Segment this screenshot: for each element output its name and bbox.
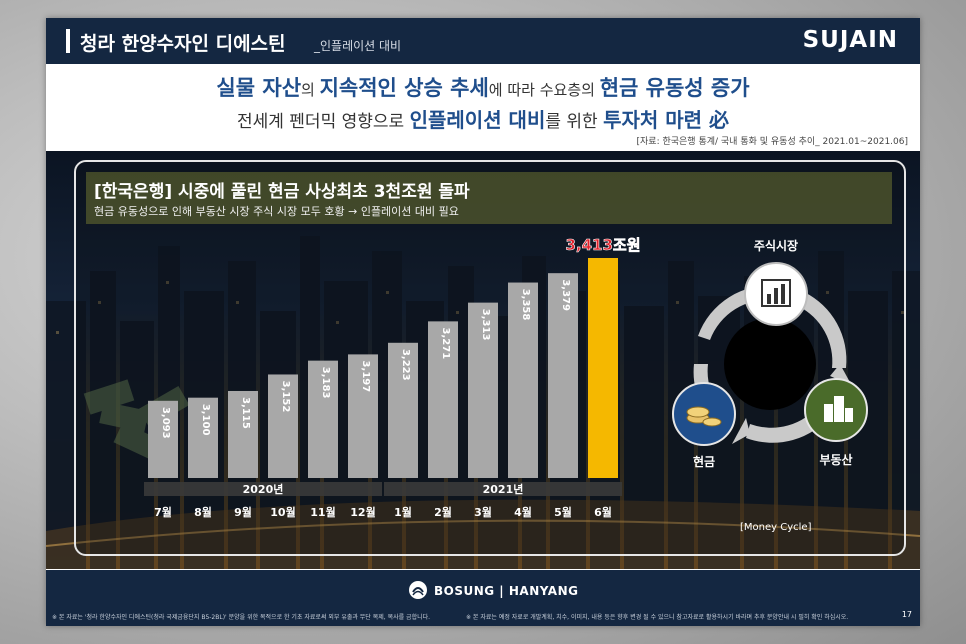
hanyang-logo-icon [409, 581, 427, 599]
year-label-1: 2020년 [243, 482, 284, 496]
bar-value-label-3: 3,115 [240, 397, 251, 429]
bar-10 [508, 282, 538, 478]
title-accent-bar [66, 29, 70, 53]
bar-3 [228, 390, 258, 478]
headline-1-part-1: 실물 자산 [216, 76, 302, 100]
bar-value-label-4: 3,152 [280, 381, 291, 413]
bar-value-label-9: 3,313 [480, 309, 491, 341]
headline-1-part-3: 지속적인 상승 추세 [319, 76, 489, 100]
panel-title-box: [한국은행] 시중에 풀린 현금 사상최초 3천조원 돌파 현금 유동성으로 인… [86, 172, 892, 224]
bar-8 [428, 321, 458, 478]
headline-2-part-4: 투자처 마련 必 [603, 108, 730, 132]
cycle-arrow-3 [746, 404, 832, 443]
panel-subtitle: 현금 유동성으로 인해 부동산 시장 주식 시장 모두 호황 → 인플레이션 대… [94, 205, 459, 218]
footer-brand: BOSUNG | HANYANG [434, 584, 579, 598]
headline-1-part-2: 의 [301, 81, 320, 99]
month-label-4: 10월 [270, 505, 295, 519]
buildings-icon [824, 396, 853, 422]
money-cycle-caption: [Money Cycle] [740, 522, 812, 533]
headline-2: 전세계 펜더믹 영향으로 인플레이션 대비를 위한 투자처 마련 必 [46, 104, 920, 133]
footer: BOSUNG | HANYANG ※ 본 자료는 '청라 한양수자인 디에스틴(… [46, 570, 920, 626]
month-label-9: 3월 [474, 505, 492, 519]
cycle-arrow-2 [798, 292, 847, 368]
headline-1-part-4: 에 따라 수요층의 [488, 81, 600, 99]
money-supply-chart: 3,093 7월 3,100 8월 3,115 9월 3,152 10월 3,183 11월 3,1… [144, 236, 868, 533]
bar-value-label-2: 3,100 [200, 404, 211, 436]
month-label-12: 6월 [594, 505, 612, 519]
bar-value-label-6: 3,197 [360, 361, 371, 393]
month-label-2: 8월 [194, 505, 212, 519]
panel-title: [한국은행] 시중에 풀린 현금 사상최초 3천조원 돌파 [94, 182, 470, 202]
headline-2-part-2: 인플레이션 대비 [409, 108, 546, 132]
page-title: 청라 한양수자인 디에스틴 [80, 33, 286, 55]
year-band-2 [384, 482, 622, 496]
month-label-8: 2월 [434, 505, 452, 519]
bar-9 [468, 302, 498, 478]
month-label-11: 5월 [554, 505, 572, 519]
bar-chart-icon [761, 279, 791, 307]
month-label-5: 11월 [310, 505, 335, 519]
cycle-arrowhead-3 [732, 418, 750, 444]
brand-logo: SUJAIN [802, 27, 898, 53]
headline-1: 실물 자산의 지속적인 상승 추세에 따라 수요층의 현금 유동성 증가 [46, 72, 920, 102]
month-label-10: 4월 [514, 505, 532, 519]
bar-value-label-7: 3,223 [400, 349, 411, 381]
source-note: [자료: 한국은행 통계/ 국내 통화 및 유동성 추이_ 2021.01~20… [636, 137, 909, 147]
disclaimer-right: ※ 본 자료는 예정 자료로 개발계획, 치수, 이미지, 내용 등은 향후 변… [466, 614, 849, 621]
bar-5 [308, 360, 338, 478]
bar-12 [588, 258, 618, 478]
bar-1 [148, 400, 178, 478]
bar-7 [388, 342, 418, 478]
top-bar: 청라 한양수자인 디에스틴 _인플레이션 대비 SUJAIN [46, 18, 920, 64]
cash-label: 현금 [693, 454, 715, 469]
real-estate-label: 부동산 [819, 452, 852, 467]
slide: 청라 한양수자인 디에스틴 _인플레이션 대비 SUJAIN 실물 자산의 지속… [46, 18, 920, 626]
month-label-6: 12월 [350, 505, 375, 519]
year-band-1 [144, 482, 382, 496]
bar-2 [188, 397, 218, 478]
cycle-center [724, 318, 816, 410]
highlight-value-label: 3,413조원 [565, 236, 640, 254]
page-number: 17 [901, 610, 912, 619]
stock-market-label: 주식시장 [754, 238, 798, 253]
bar-value-label-1: 3,093 [160, 407, 171, 439]
bar-11 [548, 273, 578, 478]
bar-4 [268, 374, 298, 478]
headline-2-part-3: 를 위한 [545, 112, 604, 132]
page-subtitle: _인플레이션 대비 [314, 39, 402, 53]
bar-value-label-11: 3,379 [560, 279, 571, 311]
month-label-1: 7월 [154, 505, 172, 519]
coins-icon [686, 406, 722, 427]
bar-value-label-10: 3,358 [520, 289, 531, 321]
month-label-3: 9월 [234, 505, 252, 519]
headline-2-part-1: 전세계 펜더믹 영향으로 [236, 112, 410, 132]
bar-value-label-8: 3,271 [440, 328, 451, 360]
bar-value-label-5: 3,183 [320, 367, 331, 399]
bar-6 [348, 354, 378, 478]
month-label-7: 1월 [394, 505, 412, 519]
disclaimer-left: ※ 본 자료는 '청라 한양수자인 디에스틴(청라 국제금융단지 B5-2BL)… [52, 614, 431, 621]
headline-1-part-5: 현금 유동성 증가 [599, 76, 750, 100]
year-label-2: 2021년 [483, 482, 524, 496]
